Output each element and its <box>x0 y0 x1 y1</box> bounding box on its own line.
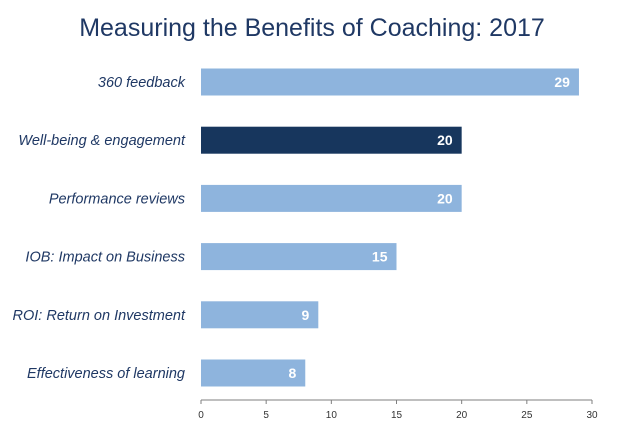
category-label-2: Performance reviews <box>49 191 185 207</box>
category-label-0: 360 feedback <box>98 75 186 91</box>
x-tick-label-3: 15 <box>391 410 403 421</box>
x-tick-label-6: 30 <box>586 410 598 421</box>
bar-4 <box>201 301 319 329</box>
value-label-3: 15 <box>372 249 388 265</box>
bar-1 <box>201 126 462 154</box>
bar-3 <box>201 243 397 271</box>
x-tick-label-1: 5 <box>263 410 269 421</box>
chart-title: Measuring the Benefits of Coaching: 2017 <box>79 14 545 42</box>
bar-2 <box>201 184 462 212</box>
category-label-4: ROI: Return on Investment <box>13 308 186 324</box>
x-tick-label-0: 0 <box>198 410 204 421</box>
value-label-4: 9 <box>302 307 310 323</box>
bar-5 <box>201 359 306 387</box>
x-tick-label-5: 25 <box>521 410 533 421</box>
value-label-1: 20 <box>437 132 453 148</box>
value-label-0: 29 <box>554 74 570 90</box>
category-labels-group: 360 feedback Well-being & engagement Perfo… <box>13 75 186 382</box>
category-label-5: Effectiveness of learning <box>27 366 185 382</box>
x-axis-ticks-group: 0 5 10 15 20 25 30 <box>198 400 598 421</box>
value-label-5: 8 <box>288 365 296 381</box>
category-label-1: Well-being & engagement <box>18 133 186 149</box>
x-tick-label-2: 10 <box>326 410 338 421</box>
value-labels-group: 29 20 20 15 9 8 <box>288 74 570 381</box>
bar-0 <box>201 68 579 96</box>
category-label-3: IOB: Impact on Business <box>25 250 185 266</box>
bars-group <box>201 68 579 387</box>
value-label-2: 20 <box>437 190 453 206</box>
x-tick-label-4: 20 <box>456 410 468 421</box>
